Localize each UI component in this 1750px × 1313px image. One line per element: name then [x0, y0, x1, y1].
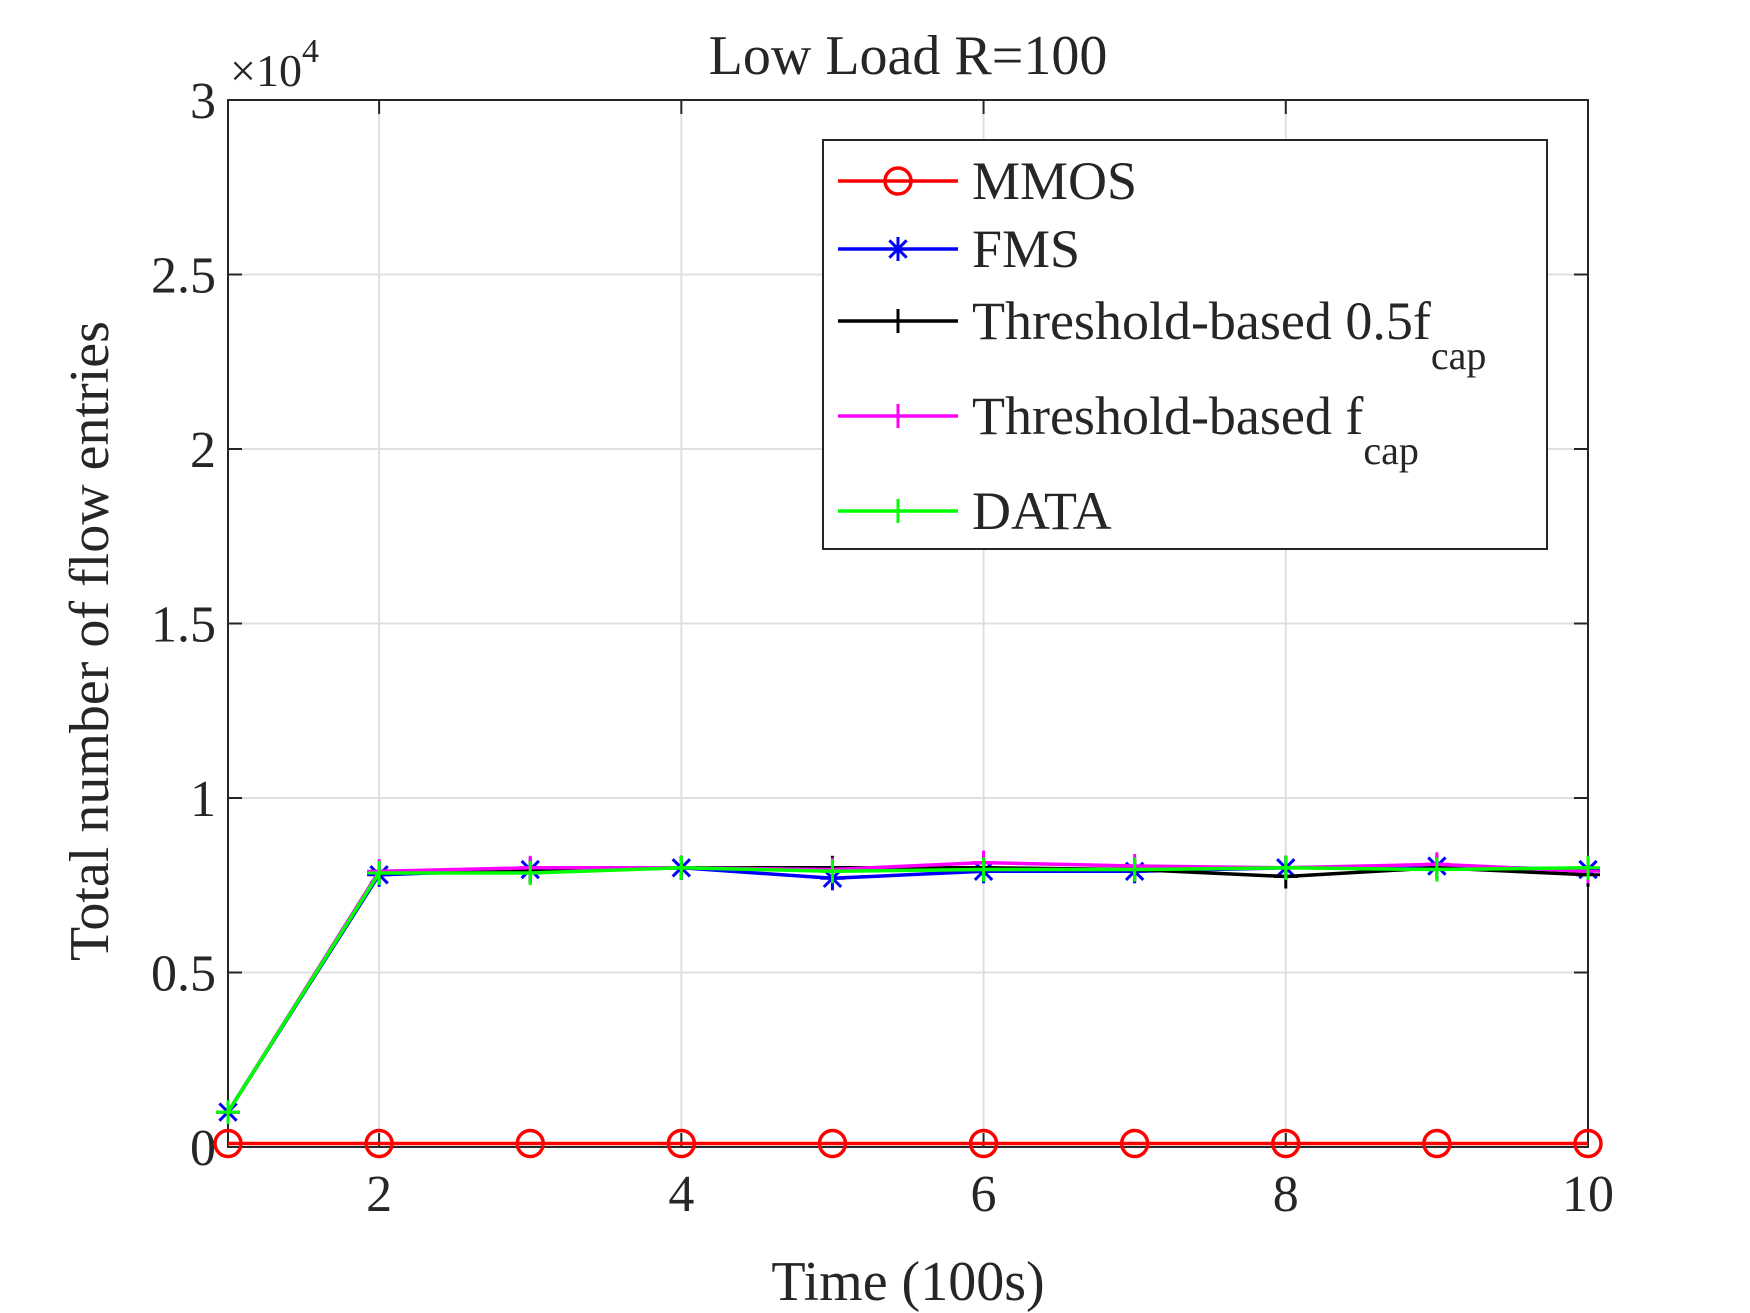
data-point: [364, 1128, 394, 1159]
y-tick-label: 1.5: [151, 597, 216, 654]
chart-title: Low Load R=100: [709, 25, 1108, 87]
legend-label: Threshold-based 0.5fcap: [972, 291, 1486, 378]
legend-label: Threshold-based fcap: [972, 386, 1419, 473]
legend-label: FMS: [972, 219, 1080, 279]
data-point: [1576, 855, 1600, 880]
legend-label: MMOS: [972, 151, 1137, 211]
x-tick-label: 4: [668, 1166, 694, 1223]
x-tick-label: 8: [1273, 1166, 1299, 1223]
data-point: [1573, 1128, 1603, 1159]
data-point: [1424, 857, 1449, 882]
legend-label: DATA: [972, 481, 1112, 541]
data-point: [1422, 1128, 1452, 1159]
data-point: [669, 855, 694, 880]
data-point: [213, 1128, 243, 1159]
marker-stroke: [888, 239, 908, 259]
legend-label-text: MMOS: [972, 151, 1137, 211]
legend-label-text: Threshold-based 0.5f: [972, 291, 1431, 351]
x-tick-label: 10: [1562, 1166, 1614, 1223]
series-line: [226, 866, 1589, 1114]
legend-label-subscript: cap: [1431, 333, 1487, 378]
data-point: [367, 861, 392, 886]
exponent-label: ×104: [230, 33, 319, 96]
y-tick-label: 1: [190, 771, 216, 828]
legend-item: FMS: [838, 219, 1080, 279]
data-point: [1273, 855, 1298, 880]
x-tick-label: 2: [366, 1166, 392, 1223]
x-axis-label: Time (100s): [771, 1251, 1044, 1313]
y-axis-label: Total number of flow entries: [59, 321, 121, 961]
x-tick-label: 6: [971, 1166, 997, 1223]
legend-item: Threshold-based 0.5fcap: [838, 291, 1486, 378]
exponent-base: ×10: [230, 45, 302, 96]
data-point: [968, 1128, 999, 1159]
legend-label-subscript: cap: [1363, 428, 1419, 473]
series-line: [226, 860, 1589, 1114]
legend-label-text: DATA: [972, 481, 1112, 541]
y-tick-label: 0.5: [151, 946, 216, 1003]
data-point: [518, 861, 543, 886]
series-0: [213, 1128, 1603, 1159]
legend-marker: [886, 404, 910, 428]
legend-marker: [886, 499, 910, 523]
legend-marker: [886, 237, 910, 261]
series-layer: [213, 850, 1603, 1159]
y-tick-label: 2.5: [151, 248, 216, 305]
legend-item: DATA: [838, 481, 1112, 541]
data-point: [817, 1128, 848, 1159]
y-tick-label: 2: [190, 422, 216, 479]
legend-marker: [886, 309, 910, 333]
legend-marker: [883, 166, 913, 196]
series-4: [216, 855, 1600, 1125]
axes: 2 4 6 8 10 0 0.5 1 1.5 2 2.5 3: [151, 73, 1614, 1223]
legend-item: Threshold-based fcap: [838, 386, 1419, 473]
data-point: [971, 857, 996, 882]
legend-box: [822, 139, 1548, 550]
exponent-power: 4: [302, 33, 319, 70]
data-point: [515, 1128, 545, 1159]
y-tick-label: 3: [190, 73, 216, 130]
legend-item: MMOS: [838, 151, 1137, 211]
data-point: [666, 1128, 697, 1159]
data-point: [1271, 1128, 1301, 1159]
data-point: [820, 859, 845, 884]
data-point: [1122, 857, 1147, 882]
y-tick-label: 0: [190, 1120, 216, 1177]
legend-label-text: Threshold-based f: [972, 386, 1363, 446]
data-point: [1119, 1128, 1150, 1159]
data-point: [216, 1100, 240, 1125]
legend-label-text: FMS: [972, 219, 1080, 279]
